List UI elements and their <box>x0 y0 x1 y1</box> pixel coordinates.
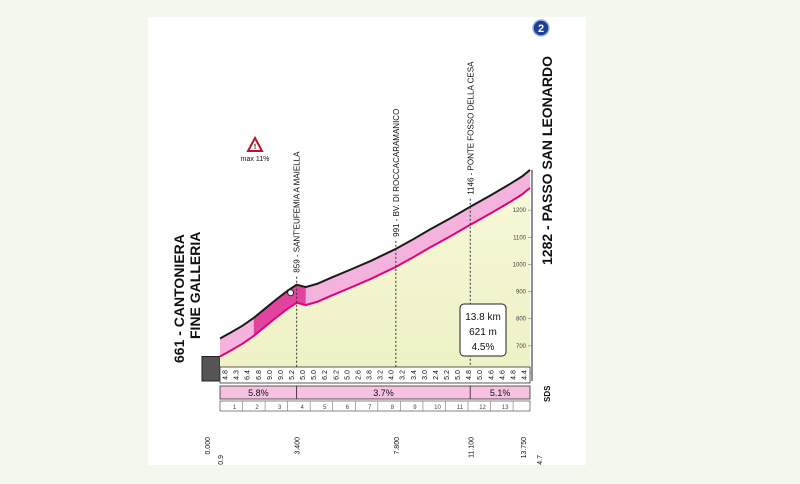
start-distance: 0.000 <box>205 437 212 455</box>
climb-stats-box: 13.8 km 621 m 4.5% <box>459 303 507 357</box>
max-gradient-sign: ! max 11% <box>241 135 270 163</box>
waypoint-distance: 11.100 <box>468 437 475 458</box>
end-race-km: km 154.7 <box>537 455 544 465</box>
gradient-tick-label: 4.4 <box>521 370 528 380</box>
km-tick-label: 11 <box>457 405 464 411</box>
gradient-tick-label: 3.8 <box>366 370 373 380</box>
gradient-tick-label: 5.2 <box>444 370 451 380</box>
stat-length: 13.8 km <box>465 312 501 323</box>
gradient-tick-label: 4.3 <box>234 370 241 380</box>
start-cliff <box>201 355 221 382</box>
km-tick-label: 13 <box>502 405 509 411</box>
gradient-segment-label: 3.7% <box>373 388 394 398</box>
waypoint-distance: 3.400 <box>295 437 302 455</box>
km-strip <box>219 400 531 412</box>
elevation-tick-label: 800 <box>516 317 527 323</box>
summit-marker <box>287 289 295 297</box>
climb-profile-panel: 661 - CANTONIERA FINE GALLERIA 1282 - PA… <box>148 17 586 465</box>
gradient-tick-label: 4.8 <box>466 370 473 380</box>
gradient-tick-label: 3.0 <box>422 370 429 380</box>
gradient-tick-label: 6.2 <box>322 370 329 380</box>
gradient-segment <box>469 385 531 400</box>
waypoint-label: 991 - BV. DI ROCCACARAMANICO <box>392 109 401 237</box>
category-badge: 2 <box>532 19 550 37</box>
waypoint-label: 859 - SANT'EUFEMIA A MAIELLA <box>293 151 302 273</box>
start-label-line1: 661 - CANTONIERA <box>171 234 187 363</box>
gradient-tick-label: 4.6 <box>488 370 495 380</box>
waypoint-label: 1146 - PONTE FOSSO DELLA CESA <box>466 61 475 195</box>
sds-label: SDS <box>543 385 552 402</box>
gradient-tick-label: 2.4 <box>433 370 440 380</box>
max-gradient-label: max 11% <box>241 156 270 163</box>
gradient-tick-label: 4.8 <box>510 370 517 380</box>
gradient-tick-label: 3.2 <box>378 370 385 380</box>
elevation-tick-label: 1100 <box>513 235 527 241</box>
km-tick-label: 9 <box>413 405 417 411</box>
gradient-tick-label: 5.0 <box>455 370 462 380</box>
gradient-tick-label: 6.2 <box>333 370 340 380</box>
gradient-tick-label: 3.2 <box>400 370 407 380</box>
km-tick-label: 12 <box>479 405 486 411</box>
gradient-tick-label: 4.8 <box>223 370 230 380</box>
gradient-tick-label: 6.8 <box>256 370 263 380</box>
gradient-strip <box>219 366 531 384</box>
svg-text:!: ! <box>254 144 256 151</box>
km-tick-label: 4 <box>301 405 305 411</box>
profile-band <box>220 169 530 357</box>
km-tick-label: 5 <box>323 405 327 411</box>
end-distance: 13.750 <box>521 437 528 459</box>
gradient-tick-label: 4.6 <box>499 370 506 380</box>
gradient-segment-label: 5.8% <box>248 388 269 398</box>
gradient-tick-label: 3.4 <box>411 370 418 380</box>
stat-gain: 621 m <box>469 327 497 338</box>
gradient-tick-label: 5.0 <box>344 370 351 380</box>
warning-triangle-icon <box>246 135 264 152</box>
road-line <box>219 169 531 340</box>
climb-profile-chart: 661 - CANTONIERA FINE GALLERIA 1282 - PA… <box>171 19 555 465</box>
gradient-tick-label: 5.0 <box>311 370 318 380</box>
profile-plot: 600700800900100011001200859 - SANT'EUFEM… <box>201 61 544 465</box>
gradient-tick-label: 9.0 <box>267 370 274 380</box>
category-badge-label: 2 <box>538 23 544 35</box>
gradient-segment-label: 5.1% <box>490 388 511 398</box>
km-tick-label: 6 <box>346 405 350 411</box>
gradient-tick-label: 5.0 <box>477 370 484 380</box>
gradient-tick-label: 2.6 <box>355 370 362 380</box>
km-tick-label: 3 <box>278 405 282 411</box>
elevation-tick-label: 1000 <box>513 262 527 268</box>
profile-line <box>219 187 531 358</box>
gradient-tick-label: 5.2 <box>289 370 296 380</box>
gradient-tick-label: 5.0 <box>300 370 307 380</box>
km-tick-label: 1 <box>233 405 237 411</box>
waypoint-distance: 7.800 <box>394 437 401 455</box>
gradient-tick-label: 4.0 <box>389 370 396 380</box>
km-tick-label: 8 <box>391 405 395 411</box>
elevation-tick-label: 1200 <box>513 208 527 214</box>
elevation-tick-label: 700 <box>516 344 527 350</box>
elevation-tick-label: 900 <box>516 290 527 296</box>
gradient-tick-label: 6.4 <box>245 370 252 380</box>
km-tick-label: 10 <box>434 405 441 411</box>
steep-section-band <box>253 284 306 336</box>
start-label-line2: FINE GALLERIA <box>187 232 203 339</box>
end-label: 1282 - PASSO SAN LEONARDO <box>539 56 555 265</box>
gradient-tick-label: 9.0 <box>278 370 285 380</box>
km-tick-label: 2 <box>255 405 259 411</box>
km-tick-label: 7 <box>368 405 372 411</box>
stat-avg: 4.5% <box>472 342 495 353</box>
start-race-km: km 140.9 <box>218 455 225 465</box>
